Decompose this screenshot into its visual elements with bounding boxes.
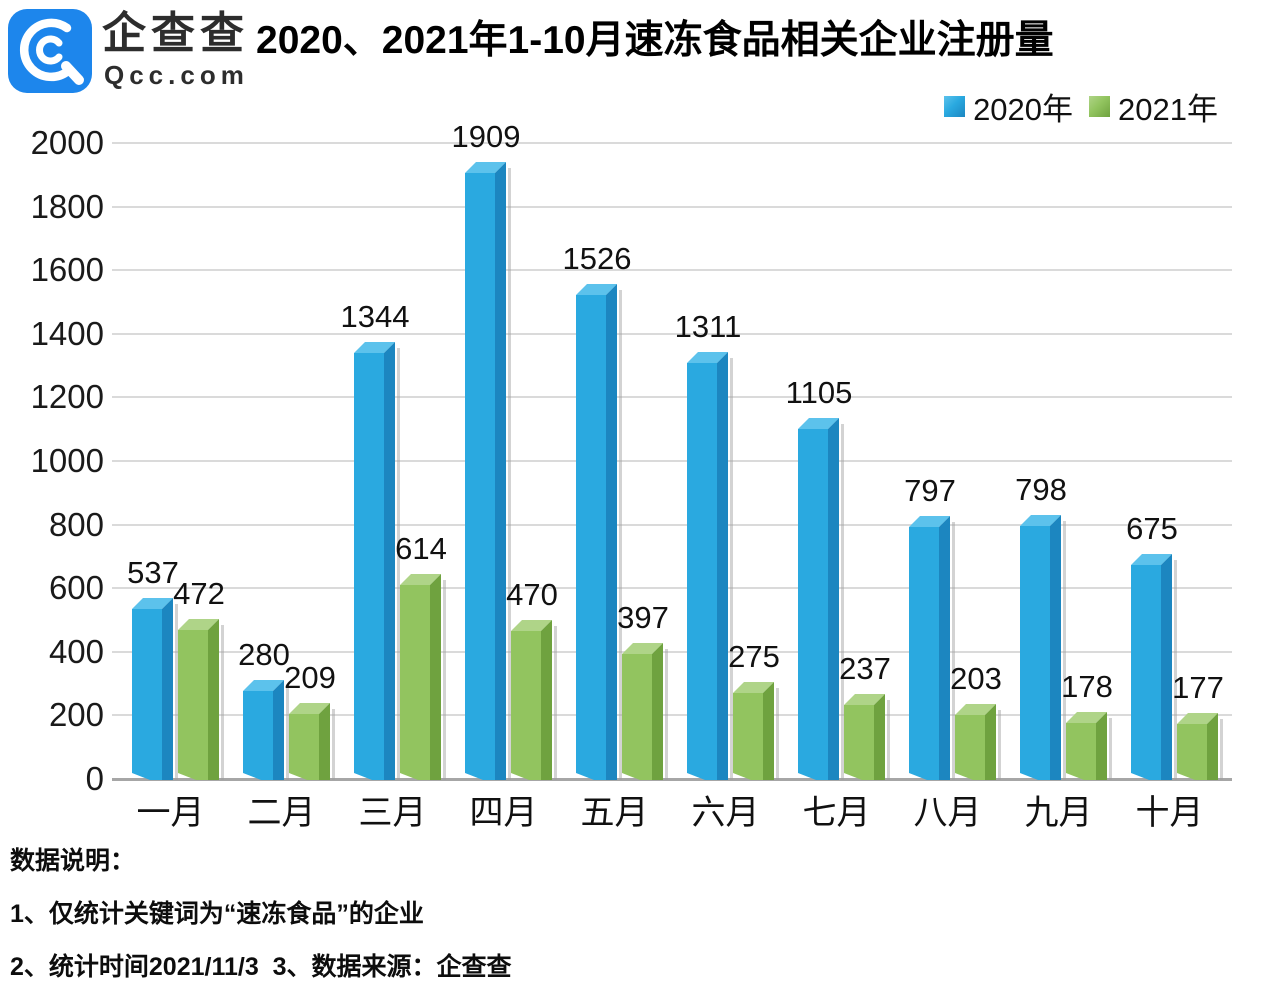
gridline <box>112 714 1232 717</box>
x-axis-tick-label: 八月 <box>913 794 982 832</box>
y-axis-tick-label: 1200 <box>30 378 104 416</box>
y-axis-tick-label: 200 <box>48 696 104 734</box>
y-axis-tick-label: 1400 <box>30 314 104 352</box>
legend-swatch-icon <box>1089 96 1111 117</box>
bar-2020年-六月 <box>687 352 733 780</box>
x-axis-tick-label: 二月 <box>247 794 316 832</box>
bar-2021年-三月 <box>400 574 446 780</box>
bar-value-label: 397 <box>617 600 669 635</box>
gridline <box>112 523 1232 526</box>
bar-2021年-六月 <box>733 682 779 780</box>
y-axis-tick-label: 600 <box>48 569 104 607</box>
bar-2020年-一月 <box>132 598 178 780</box>
bar-value-label: 1909 <box>451 119 521 154</box>
bar-2021年-八月 <box>955 704 1001 780</box>
bar-value-label: 1311 <box>674 309 742 344</box>
bar-chart-plot-area: 2000 1800 1600 1400 1200 1000 800 600 400 200 0 一月二… <box>30 119 1232 832</box>
footnote-line: 2、统计时间2021/11/3 3、数据来源：企查查 <box>10 953 512 981</box>
bar-value-label: 1105 <box>785 375 853 410</box>
qcc-logo-name: 企查查 <box>102 9 249 58</box>
legend-item-2020年: 2020年 <box>944 84 1073 129</box>
x-axis-tick-label: 三月 <box>358 794 427 832</box>
y-axis-tick-label: 800 <box>48 505 104 543</box>
bar-value-label: 177 <box>1172 670 1224 705</box>
bar-2020年-二月 <box>243 680 289 780</box>
bar-2021年-十月 <box>1177 713 1223 780</box>
x-axis-tick-label: 四月 <box>469 794 538 832</box>
y-axis-tick-label: 1000 <box>30 442 104 479</box>
bar-value-label: 178 <box>1061 669 1113 704</box>
x-axis-tick-label: 六月 <box>691 794 760 832</box>
gridline <box>112 460 1232 462</box>
bar-2020年-十月 <box>1131 554 1177 780</box>
y-axis-tick-label: 400 <box>48 632 104 670</box>
bar-value-label: 472 <box>173 576 225 611</box>
bar-value-label: 1344 <box>340 299 410 334</box>
bar-2021年-一月 <box>178 619 224 780</box>
gridline <box>112 587 1232 590</box>
y-axis-tick-label: 1600 <box>30 251 104 289</box>
gridline <box>112 142 1232 144</box>
bar-value-label: 675 <box>1126 511 1178 546</box>
bar-value-label: 275 <box>728 639 780 674</box>
x-axis-tick-label: 七月 <box>802 794 871 832</box>
bar-value-label: 280 <box>238 637 290 672</box>
bar-2020年-五月 <box>576 284 622 780</box>
bar-2021年-七月 <box>844 694 890 780</box>
x-axis-tick-label: 五月 <box>580 794 649 832</box>
gridline <box>112 269 1232 272</box>
chart-title: 2020、2021年1-10月速冻食品相关企业注册量 <box>256 19 1054 62</box>
bar-value-label: 209 <box>284 660 336 695</box>
bar-value-label: 614 <box>395 531 447 566</box>
bar-2020年-七月 <box>798 418 844 780</box>
gridline <box>112 650 1232 653</box>
gridline <box>112 332 1232 335</box>
y-axis-tick-label: 1800 <box>30 187 104 225</box>
qcc-logo-icon <box>8 9 92 93</box>
bar-2021年-九月 <box>1066 712 1112 780</box>
bar-2021年-二月 <box>289 703 335 780</box>
bar-value-label: 798 <box>1015 472 1067 507</box>
x-axis-tick-label: 九月 <box>1024 794 1093 832</box>
gridline <box>112 205 1232 208</box>
footnotes: 数据说明： 1、仅统计关键词为“速冻食品”的企业 2、统计时间2021/11/3 … <box>10 846 1250 982</box>
y-axis-tick-label: 0 <box>85 760 104 797</box>
y-axis-tick-label: 2000 <box>30 124 104 161</box>
legend-item-2021年: 2021年 <box>1089 84 1218 129</box>
bar-2020年-九月 <box>1020 515 1066 780</box>
gridline <box>112 396 1232 399</box>
footnotes-heading: 数据说明： <box>10 847 136 875</box>
bar-value-label: 237 <box>839 651 891 686</box>
bar-value-label: 1526 <box>562 241 632 276</box>
bar-2021年-五月 <box>622 643 668 780</box>
bar-value-label: 470 <box>506 577 558 612</box>
bar-value-label: 203 <box>950 661 1002 696</box>
legend-swatch-icon <box>944 96 966 117</box>
legend-label: 2020年 <box>973 92 1074 127</box>
x-axis-line <box>112 778 1232 781</box>
bar-2021年-四月 <box>511 620 557 780</box>
bar-2020年-四月 <box>465 162 511 780</box>
chart-legend: 2020年 2021年 <box>944 84 1218 129</box>
footnote-line: 1、仅统计关键词为“速冻食品”的企业 <box>10 900 424 928</box>
qcc-logo-domain: Qcc.com <box>104 60 249 90</box>
bar-value-label: 537 <box>127 555 179 590</box>
legend-label: 2021年 <box>1118 92 1218 127</box>
x-axis-tick-label: 一月 <box>136 794 205 832</box>
bar-2020年-三月 <box>354 342 400 780</box>
bar-value-label: 797 <box>904 473 956 508</box>
x-axis-tick-label: 十月 <box>1135 794 1204 832</box>
bar-2020年-八月 <box>909 516 955 780</box>
